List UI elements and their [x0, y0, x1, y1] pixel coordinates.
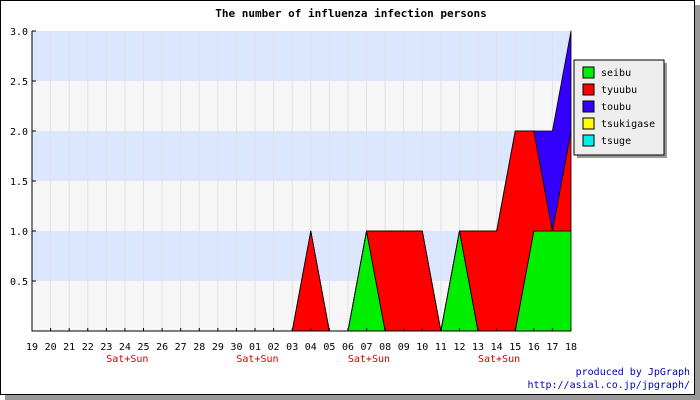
- weekend-label: Sat+Sun: [478, 354, 520, 365]
- x-tick-label: 03: [286, 342, 298, 353]
- weekend-label: Sat+Sun: [348, 354, 390, 365]
- x-tick-label: 06: [342, 342, 354, 353]
- x-tick-label: 15: [509, 342, 521, 353]
- weekend-label: Sat+Sun: [106, 354, 148, 365]
- x-tick-label: 23: [100, 342, 112, 353]
- y-tick-label: 1.0: [10, 227, 28, 238]
- chart-title: The number of influenza infection person…: [215, 7, 487, 20]
- legend-swatch-tyuubu: [582, 83, 595, 96]
- x-tick-labels: 19 20 21 22 23 24 25 26 27 28 29 30 01 02 03 04 05 06 07 08…: [26, 328, 577, 353]
- x-tick-label: 21: [63, 342, 75, 353]
- x-tick-label: 10: [416, 342, 428, 353]
- influenza-area-chart: The number of influenza infection person…: [10, 7, 690, 391]
- x-tick-label: 11: [435, 342, 447, 353]
- x-tick-label: 08: [379, 342, 391, 353]
- y-tick-label: 2.5: [10, 77, 28, 88]
- credit-line-1: produced by JpGraph: [576, 367, 690, 378]
- y-tick-label: 2.0: [10, 127, 28, 138]
- x-tick-label: 14: [491, 342, 503, 353]
- y-tick-labels: 0.5 1.0 1.5 2.0 2.5 3.0: [10, 27, 36, 288]
- x-tick-label: 29: [212, 342, 224, 353]
- legend-label-toubu: toubu: [601, 102, 631, 113]
- x-tick-label: 19: [26, 342, 38, 353]
- x-tick-label: 30: [230, 342, 242, 353]
- weekend-labels: Sat+Sun Sat+Sun Sat+Sun Sat+Sun: [106, 354, 520, 365]
- legend-swatch-tsuge: [582, 134, 595, 147]
- y-tick-label: 1.5: [10, 177, 28, 188]
- band-5: [32, 31, 571, 81]
- legend-label-tsukigase: tsukigase: [601, 119, 655, 130]
- y-tick-label: 3.0: [10, 27, 28, 38]
- x-tick-label: 22: [82, 342, 94, 353]
- x-tick-label: 25: [137, 342, 149, 353]
- x-tick-label: 01: [249, 342, 261, 353]
- legend: seibu tyuubu toubu tsukigase tsuge: [573, 59, 667, 158]
- x-tick-label: 13: [472, 342, 484, 353]
- credit-line-2: http://asial.co.jp/jpgraph/: [527, 380, 690, 391]
- legend-label-seibu: seibu: [601, 68, 631, 79]
- x-tick-label: 02: [268, 342, 280, 353]
- x-tick-label: 12: [453, 342, 465, 353]
- x-tick-label: 20: [45, 342, 57, 353]
- x-tick-label: 24: [119, 342, 131, 353]
- band-4: [32, 81, 571, 131]
- x-tick-label: 07: [361, 342, 373, 353]
- band-3: [32, 131, 571, 181]
- x-tick-label: 16: [528, 342, 540, 353]
- x-tick-label: 04: [305, 342, 317, 353]
- x-tick-label: 17: [546, 342, 558, 353]
- legend-label-tsuge: tsuge: [601, 136, 631, 147]
- x-tick-label: 28: [193, 342, 205, 353]
- legend-swatch-seibu: [582, 66, 595, 79]
- y-tick-label: 0.5: [10, 277, 28, 288]
- legend-swatch-toubu: [582, 100, 595, 113]
- x-tick-label: 09: [398, 342, 410, 353]
- weekend-label: Sat+Sun: [236, 354, 278, 365]
- x-tick-label: 05: [323, 342, 335, 353]
- x-tick-label: 27: [175, 342, 187, 353]
- x-tick-label: 18: [565, 342, 577, 353]
- legend-label-tyuubu: tyuubu: [601, 85, 637, 96]
- band-2: [32, 181, 571, 231]
- legend-swatch-tsukigase: [582, 117, 595, 130]
- x-tick-label: 26: [156, 342, 168, 353]
